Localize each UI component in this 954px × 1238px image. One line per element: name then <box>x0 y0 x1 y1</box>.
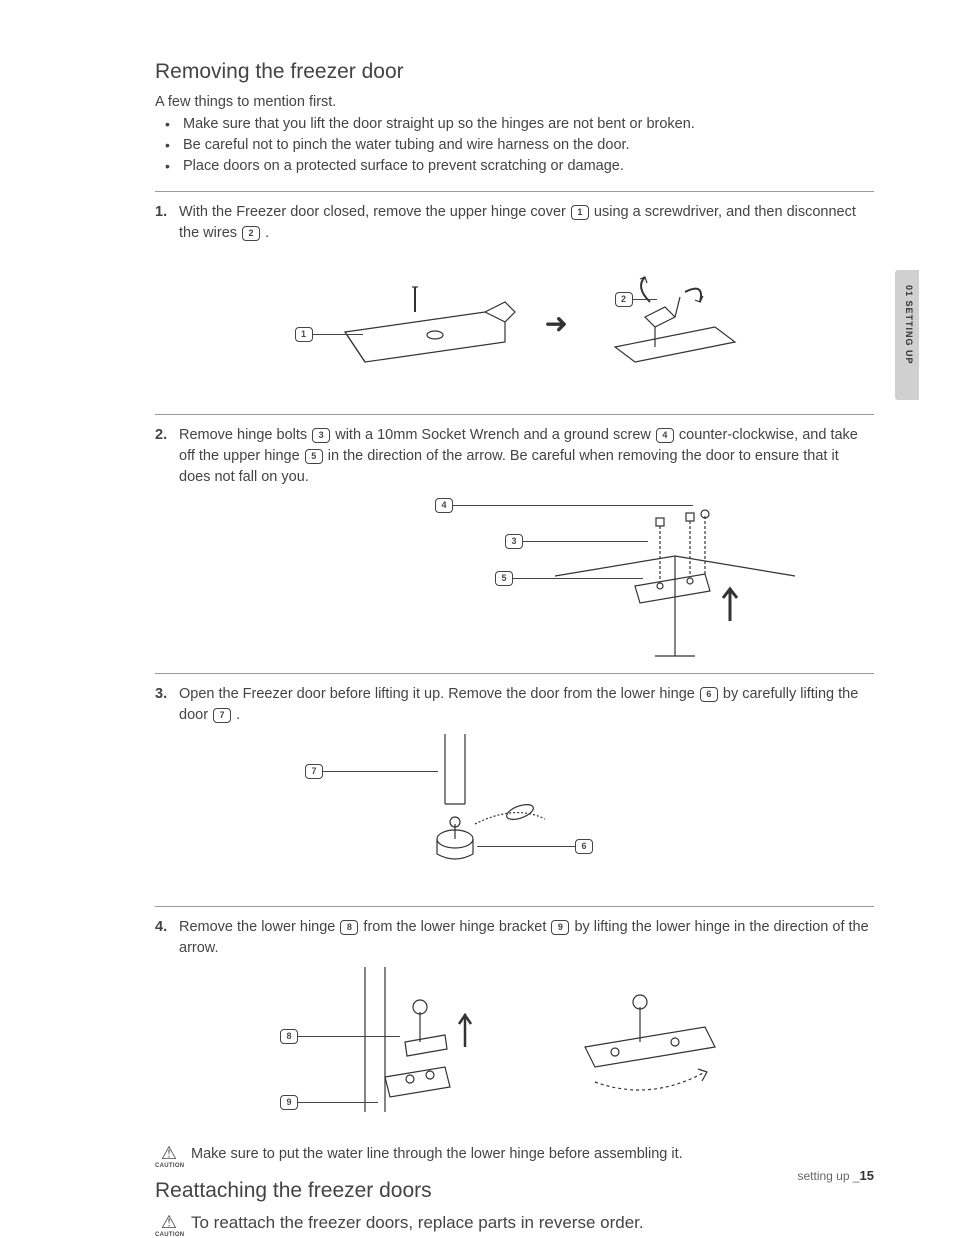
bullet-item: Place doors on a protected surface to pr… <box>155 156 874 177</box>
arrow-icon: ➜ <box>545 307 568 340</box>
intro-bullets: Make sure that you lift the door straigh… <box>155 114 874 177</box>
figure-4-svg <box>215 967 775 1132</box>
figure-callout: 5 <box>495 571 513 586</box>
callout-ref: 9 <box>551 920 569 935</box>
step-2-text: 2. Remove hinge bolts 3 with a 10mm Sock… <box>155 425 874 488</box>
caution-1: ⚠ CAUTION Make sure to put the water lin… <box>155 1144 874 1169</box>
caution-2: ⚠ CAUTION To reattach the freezer doors,… <box>155 1213 874 1238</box>
bullet-item: Be careful not to pinch the water tubing… <box>155 135 874 156</box>
text-fragment: Remove the lower hinge <box>179 919 339 935</box>
leader-line <box>513 578 643 579</box>
callout-ref: 7 <box>213 708 231 723</box>
leader-line <box>453 505 693 506</box>
page-content: Removing the freezer door A few things t… <box>155 60 874 1238</box>
leader-line <box>323 771 438 772</box>
text-fragment: . <box>261 225 269 241</box>
figure-1-svg <box>255 252 775 402</box>
heading-removing: Removing the freezer door <box>155 60 874 84</box>
figure-3: 7 6 <box>275 734 655 894</box>
callout-ref: 6 <box>700 687 718 702</box>
warning-triangle-icon: ⚠ <box>161 1143 177 1163</box>
section-tab-label: 01 SETTING UP <box>904 285 914 365</box>
figure-callout: 8 <box>280 1029 298 1044</box>
callout-ref: 2 <box>242 226 260 241</box>
caution-label: CAUTION <box>155 1232 183 1238</box>
text-fragment: from the lower hinge bracket <box>359 919 550 935</box>
figure-callout: 9 <box>280 1095 298 1110</box>
step-1-text: 1. With the Freezer door closed, remove … <box>155 202 874 244</box>
figure-callout: 6 <box>575 839 593 854</box>
figure-callout: 2 <box>615 292 633 307</box>
callout-ref: 8 <box>340 920 358 935</box>
leader-line <box>298 1102 378 1103</box>
text-fragment: with a 10mm Socket Wrench and a ground s… <box>331 427 655 443</box>
caution-2-text: To reattach the freezer doors, replace p… <box>191 1213 644 1233</box>
figure-2: 4 3 5 <box>295 496 815 661</box>
step-1: 1. With the Freezer door closed, remove … <box>155 191 874 402</box>
figure-callout: 4 <box>435 498 453 513</box>
caution-icon: ⚠ CAUTION <box>155 1213 183 1238</box>
figure-callout: 3 <box>505 534 523 549</box>
caution-icon: ⚠ CAUTION <box>155 1144 183 1169</box>
callout-ref: 5 <box>305 449 323 464</box>
text-fragment: . <box>232 707 240 723</box>
page-footer: setting up _15 <box>797 1168 874 1183</box>
leader-line <box>477 846 575 847</box>
warning-triangle-icon: ⚠ <box>161 1212 177 1232</box>
figure-1: 1 2 ➜ <box>255 252 775 402</box>
text-fragment: Remove hinge bolts <box>179 427 311 443</box>
step-3-text: 3. Open the Freezer door before lifting … <box>155 684 874 726</box>
heading-reattaching: Reattaching the freezer doors <box>155 1179 874 1203</box>
figure-callout: 7 <box>305 764 323 779</box>
bullet-item: Make sure that you lift the door straigh… <box>155 114 874 135</box>
caution-1-text: Make sure to put the water line through … <box>191 1144 683 1162</box>
intro-text: A few things to mention first. <box>155 94 874 110</box>
figure-4: 8 9 <box>215 967 775 1132</box>
step-4-text: 4. Remove the lower hinge 8 from the low… <box>155 917 874 959</box>
callout-ref: 1 <box>571 205 589 220</box>
text-fragment: Open the Freezer door before lifting it … <box>179 686 699 702</box>
step-2: 2. Remove hinge bolts 3 with a 10mm Sock… <box>155 414 874 661</box>
caution-label: CAUTION <box>155 1163 183 1169</box>
figure-3-svg <box>275 734 655 894</box>
text-fragment: With the Freezer door closed, remove the… <box>179 204 570 220</box>
leader-line <box>313 334 363 335</box>
footer-page-number: 15 <box>860 1168 874 1183</box>
leader-line <box>633 299 657 300</box>
step-number: 4. <box>155 917 167 938</box>
leader-line <box>523 541 648 542</box>
callout-ref: 3 <box>312 428 330 443</box>
leader-line <box>298 1036 400 1037</box>
callout-ref: 4 <box>656 428 674 443</box>
footer-section: setting up _ <box>797 1169 859 1183</box>
step-number: 1. <box>155 202 167 223</box>
step-number: 3. <box>155 684 167 705</box>
step-4: 4. Remove the lower hinge 8 from the low… <box>155 906 874 1169</box>
step-3: 3. Open the Freezer door before lifting … <box>155 673 874 894</box>
step-number: 2. <box>155 425 167 446</box>
figure-callout: 1 <box>295 327 313 342</box>
